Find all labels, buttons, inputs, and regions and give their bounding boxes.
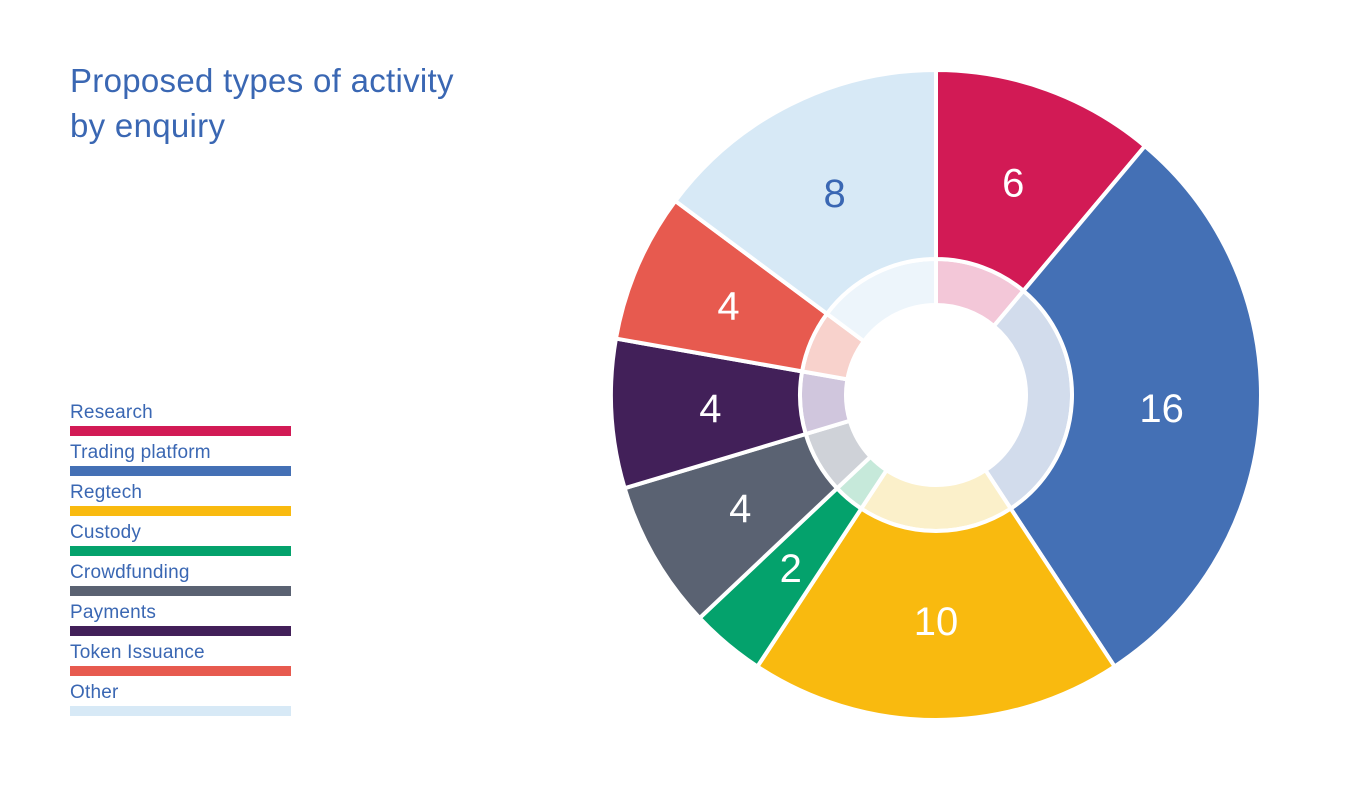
donut-value-label-custody: 2 bbox=[780, 547, 802, 591]
legend-label-trading-platform: Trading platform bbox=[70, 442, 211, 463]
donut-segment-regtech bbox=[754, 505, 1118, 722]
legend-swatch-custody bbox=[70, 546, 291, 556]
legend-swatch-regtech bbox=[70, 506, 291, 516]
donut-segment-other bbox=[672, 67, 938, 317]
donut-segment-trading-platform bbox=[1007, 143, 1263, 670]
legend-swatch-crowdfunding bbox=[70, 586, 291, 596]
donut-value-label-payments: 4 bbox=[699, 387, 721, 431]
legend-label-regtech: Regtech bbox=[70, 482, 143, 503]
legend-label-crowdfunding: Crowdfunding bbox=[70, 562, 190, 583]
legend-swatch-payments bbox=[70, 626, 291, 636]
donut-segment-research bbox=[934, 67, 1148, 294]
inner-ring-segment-payments bbox=[798, 369, 853, 437]
legend-label-custody: Custody bbox=[70, 522, 142, 543]
donut-value-label-other: 8 bbox=[823, 172, 845, 216]
legend: Research Trading platform Regtech Custody Cr… bbox=[70, 403, 291, 723]
legend-label-research: Research bbox=[70, 402, 153, 423]
donut-value-label-token-issuance: 4 bbox=[717, 285, 739, 329]
donut-value-label-trading-platform: 16 bbox=[1139, 387, 1184, 431]
legend-item-regtech: Regtech bbox=[70, 483, 291, 516]
legend-item-custody: Custody bbox=[70, 523, 291, 556]
legend-label-other: Other bbox=[70, 682, 119, 703]
legend-item-research: Research bbox=[70, 403, 291, 436]
legend-item-payments: Payments bbox=[70, 603, 291, 636]
donut-value-label-regtech: 10 bbox=[914, 600, 959, 644]
chart-title: Proposed types of activity by enquiry bbox=[70, 62, 454, 144]
legend-item-crowdfunding: Crowdfunding bbox=[70, 563, 291, 596]
donut-value-label-research: 6 bbox=[1002, 162, 1024, 206]
legend-swatch-other bbox=[70, 706, 291, 716]
legend-item-token-issuance: Token Issuance bbox=[70, 643, 291, 676]
legend-swatch-trading-platform bbox=[70, 466, 291, 476]
legend-item-trading-platform: Trading platform bbox=[70, 443, 291, 476]
legend-item-other: Other bbox=[70, 683, 291, 716]
legend-swatch-token-issuance bbox=[70, 666, 291, 676]
donut-value-label-crowdfunding: 4 bbox=[729, 487, 751, 531]
legend-label-token-issuance: Token Issuance bbox=[70, 642, 205, 663]
legend-label-payments: Payments bbox=[70, 602, 157, 623]
legend-swatch-research bbox=[70, 426, 291, 436]
